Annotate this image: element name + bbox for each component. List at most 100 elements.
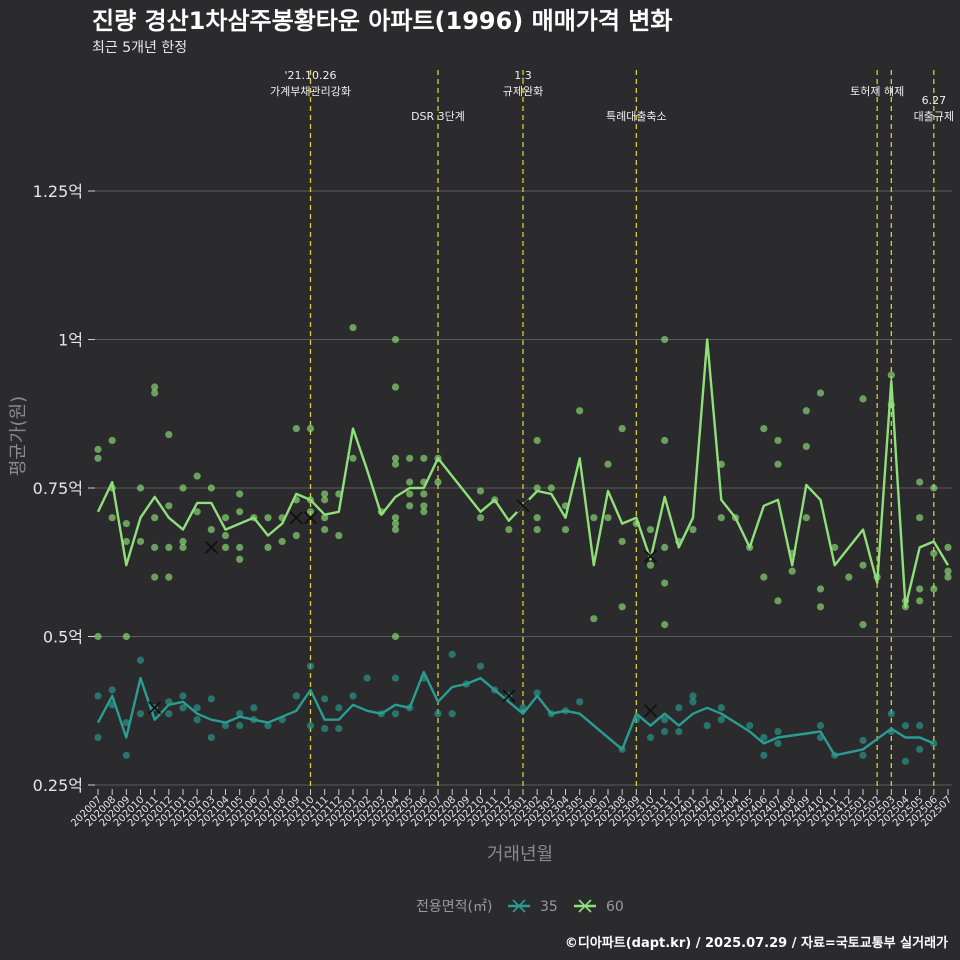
legend: 전용면적(㎡) 35 60 [416,899,624,915]
event-label: 특례대출축소 [606,110,667,123]
data-point [221,514,230,522]
data-point [264,722,272,730]
y-tick-label: 0.5억 [43,628,83,647]
chart-subtitle: 최근 5개년 한정 [92,40,187,56]
data-point [136,537,145,546]
data-point [675,727,683,736]
data-point [165,573,173,581]
recent-mark [148,701,162,715]
data-point [321,695,329,703]
event-label: 1.3 [514,69,532,82]
data-point [122,537,130,546]
recent-mark [643,549,658,563]
data-point [108,436,116,445]
data-point [802,407,810,415]
data-point [179,537,187,546]
data-point [335,724,343,733]
event-label: 규제완화 [503,85,543,98]
data-point [675,704,683,712]
data-point [816,585,825,593]
data-point [136,484,145,492]
data-point [561,525,570,534]
legend-title: 전용면적(㎡) [416,899,492,915]
data-point [717,704,725,712]
event-label: DSR 3단계 [411,110,465,123]
data-point [533,525,541,534]
legend-swatch-x [578,899,592,913]
data-point [434,478,442,486]
data-point [406,478,414,486]
data-point [406,490,414,498]
data-point [703,722,711,730]
series-line [96,338,950,608]
data-point [391,460,400,468]
data-point [94,632,102,641]
data-point [193,472,201,480]
data-point [179,704,187,712]
data-point [689,525,697,534]
data-point [476,662,485,670]
data-point [760,751,768,759]
data-point [236,710,244,718]
data-point [391,632,400,641]
data-point [788,567,796,575]
x-axis-title: 거래년월 [487,844,553,865]
data-point [292,531,300,540]
data-point [207,695,215,703]
data-point [165,430,173,439]
data-point [845,573,853,581]
data-point [802,514,810,522]
recent-mark [204,540,218,555]
data-point [604,460,612,468]
data-point [221,543,230,552]
data-point [306,425,315,433]
data-point [406,502,414,510]
data-point [618,425,626,433]
data-point [916,597,924,605]
data-point [420,508,428,516]
data-point [151,514,159,522]
event-label: 토허제 해제 [850,84,904,98]
data-point [859,736,867,745]
data-point [321,496,329,504]
data-point [391,525,400,534]
data-point [533,484,541,492]
data-point [391,335,400,344]
recent-mark [289,511,303,525]
data-point [321,490,329,498]
data-point [349,692,357,700]
data-point [236,722,244,730]
data-point [391,383,400,391]
data-point [179,543,187,552]
data-point [646,525,655,534]
series-line [96,670,935,757]
data-point [434,710,442,718]
data-point [859,395,867,403]
data-point [930,484,938,492]
data-point [179,484,187,492]
data-point [816,603,825,611]
data-point [533,689,541,697]
data-point [859,561,867,569]
data-point [94,454,102,462]
data-point [717,716,725,724]
data-point [533,514,541,522]
data-point [916,514,924,522]
data-point [207,484,215,492]
data-point [547,484,555,492]
data-point [661,436,669,445]
data-point [448,650,456,658]
y-axis-title: 평균가(원) [8,396,29,476]
legend-label: 35 [540,899,558,915]
data-point [136,710,145,718]
data-point [476,487,485,495]
data-point [391,674,400,682]
x-axis-ticks: 2020072020082020092020102020112020122021… [69,789,954,829]
data-point [760,733,768,742]
data-point [236,508,244,516]
data-point [391,454,400,462]
data-point [505,525,513,534]
data-point [349,454,357,462]
